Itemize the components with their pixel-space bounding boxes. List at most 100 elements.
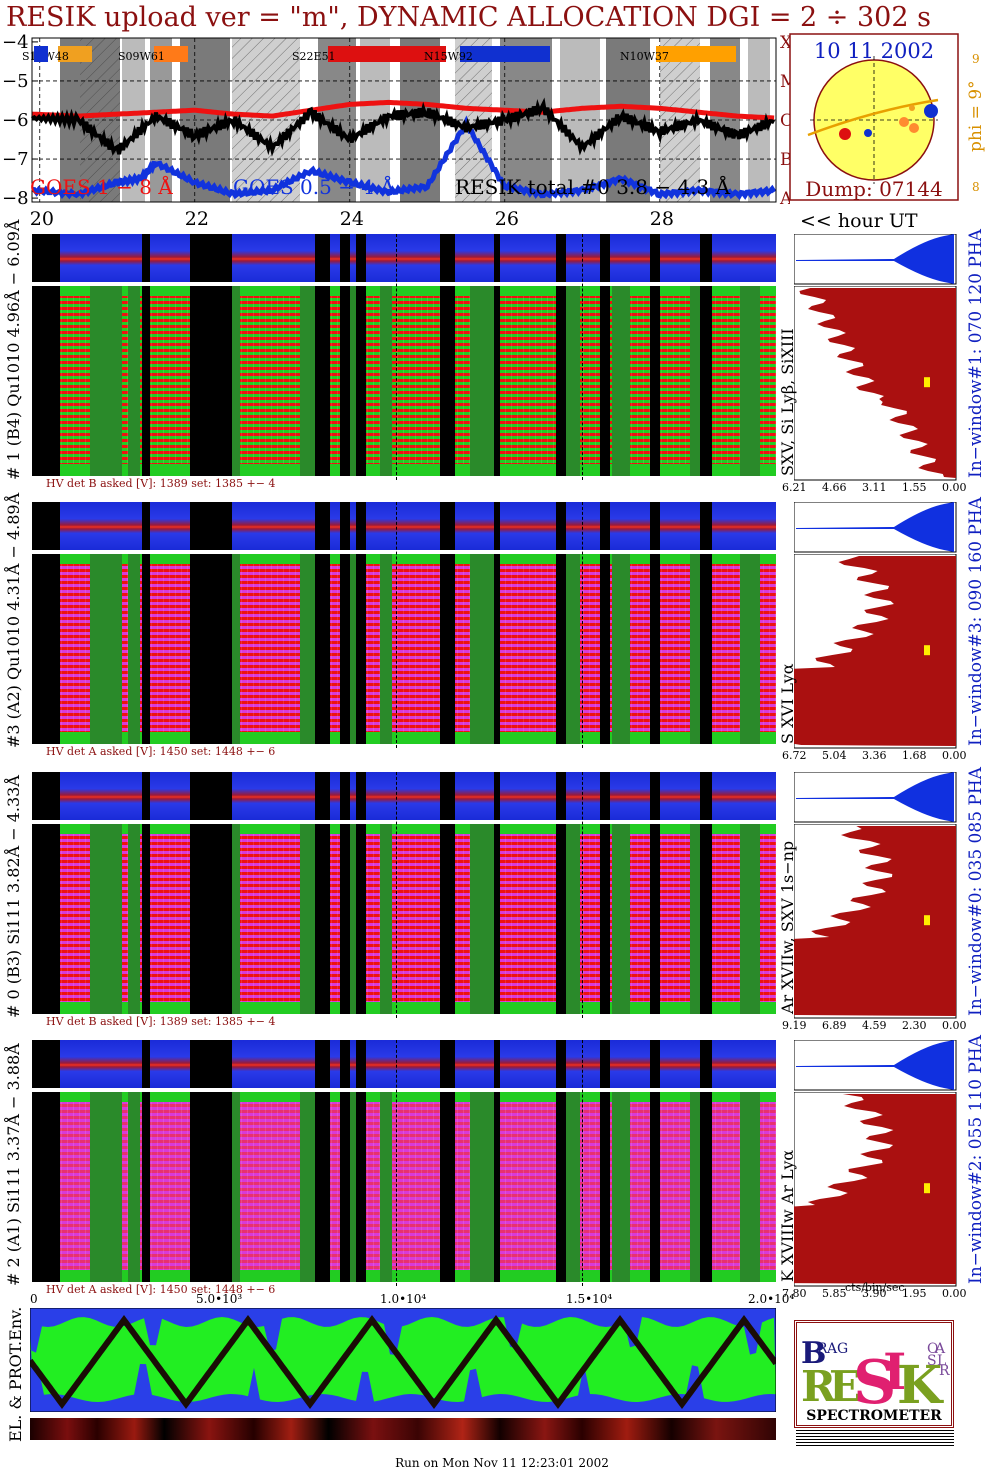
region-label: S22E51 — [292, 50, 336, 63]
hour-gridline — [396, 1040, 398, 1286]
phi-min: 8 — [972, 180, 980, 194]
hist-tick-label: 9.19 — [782, 1019, 807, 1032]
data-gap — [556, 772, 566, 820]
region-marker — [864, 129, 872, 137]
low-count-column — [90, 1092, 122, 1282]
data-gap — [440, 824, 455, 1014]
data-gap — [356, 286, 366, 476]
low-count-column — [690, 824, 702, 1014]
data-gap — [315, 554, 330, 744]
data-gap — [600, 554, 610, 744]
low-count-column — [470, 554, 494, 744]
pha-window-label: In−window#3: 090 160 PHA — [966, 497, 986, 746]
pha-histogram — [794, 772, 957, 823]
low-count-column — [350, 824, 360, 1014]
low-count-column — [612, 554, 630, 744]
time-axis-unit: << hour UT — [800, 210, 918, 232]
data-gap — [600, 1040, 610, 1088]
run-timestamp: Run on Mon Nov 11 12:23:01 2002 — [395, 1456, 609, 1470]
low-count-column — [350, 1092, 360, 1282]
data-gap — [650, 824, 660, 1014]
y-tick-label: −5 — [2, 71, 29, 92]
data-gap — [190, 772, 232, 820]
svg-text:A: A — [826, 1341, 838, 1357]
low-count-column — [128, 554, 140, 744]
data-gap — [340, 234, 350, 282]
data-gap — [494, 1092, 500, 1282]
region-label: S09W61 — [118, 50, 165, 63]
data-gap — [700, 554, 712, 744]
low-count-column — [300, 824, 318, 1014]
legend-resik-total: RESIK total #0 3.8 − 4.3 Å — [455, 175, 731, 199]
channel-label: # 1 (B4) Qu1010 4.96Å − 6.09Å — [4, 219, 23, 480]
data-gap — [356, 1092, 366, 1282]
y-tick-label: −4 — [2, 32, 29, 53]
svg-text:L: L — [937, 1353, 946, 1369]
data-gap — [650, 554, 660, 744]
region-swatch — [58, 46, 92, 62]
series-line — [30, 97, 776, 157]
svg-text:B: B — [801, 1336, 826, 1371]
hist-tick-label: 1.68 — [902, 749, 927, 762]
data-gap — [600, 772, 610, 820]
data-gap — [650, 1092, 660, 1282]
region-swatch — [154, 46, 188, 62]
data-gap — [494, 772, 500, 820]
intensity-histogram — [794, 286, 957, 481]
svg-text:R: R — [817, 1341, 828, 1357]
channel-label: # 2 (A1) Si111 3.37Å − 3.88Å — [4, 1043, 23, 1286]
data-gap — [356, 824, 366, 1014]
hist-tick-label: 6.89 — [822, 1019, 847, 1032]
svg-text:K: K — [897, 1355, 944, 1416]
low-count-column — [380, 1092, 392, 1282]
low-count-column — [128, 824, 140, 1014]
low-count-column — [470, 824, 494, 1014]
y-tick-label: −8 — [2, 188, 29, 209]
data-gap — [494, 234, 500, 282]
data-gap — [556, 234, 566, 282]
hist-tick-label: 6.72 — [782, 749, 807, 762]
phi-max: 9 — [972, 52, 980, 66]
hour-gridline — [582, 234, 584, 480]
low-count-column — [300, 286, 318, 476]
hist-tick-label: 4.59 — [862, 1019, 887, 1032]
hv-status: HV det A asked [V]: 1450 set: 1448 +− 6 — [46, 1283, 276, 1296]
data-gap — [190, 1092, 232, 1282]
channel-label: #3 (A2) Qu1010 4.31Å − 4.89Å — [4, 492, 23, 748]
low-count-column — [380, 286, 392, 476]
data-gap — [32, 502, 60, 550]
low-count-column — [740, 824, 760, 1014]
hist-tick-label: 3.90 — [862, 1287, 887, 1300]
intensity-histogram — [794, 554, 957, 749]
line-id-label: K XVIIIw Ar Lyα — [778, 1149, 797, 1282]
data-gap — [142, 1092, 150, 1282]
low-count-column — [470, 1092, 494, 1282]
data-gap — [650, 1040, 660, 1088]
svg-text:R: R — [801, 1362, 837, 1411]
particle-x-tick: 2.0•10⁴ — [748, 1292, 795, 1306]
data-gap — [494, 502, 500, 550]
hv-status: HV det B asked [V]: 1389 set: 1385 +− 4 — [46, 477, 276, 490]
data-gap — [556, 554, 566, 744]
data-gap — [340, 1040, 350, 1088]
hour-gridline — [396, 502, 398, 748]
legend-goes-long: GOES 1 − 8 Å — [30, 175, 173, 199]
svg-text:O: O — [927, 1341, 938, 1357]
data-gap — [142, 824, 150, 1014]
svg-text:G: G — [837, 1341, 848, 1357]
region-swatch — [460, 46, 550, 62]
data-gap — [650, 772, 660, 820]
data-gap — [32, 1040, 60, 1088]
region-marker — [909, 105, 915, 111]
data-gap — [700, 772, 712, 820]
data-gap — [340, 772, 350, 820]
goes-panel: −4−5−6−7−8 S13W48S09W61S22E51N15W92N10W3… — [2, 32, 790, 209]
data-gap — [356, 554, 366, 744]
low-count-column — [740, 554, 760, 744]
data-gap — [142, 1040, 150, 1088]
eclipse-band — [748, 38, 770, 202]
y-tick-label: −6 — [2, 110, 29, 131]
pha-histogram — [794, 502, 957, 553]
data-gap — [340, 286, 350, 476]
data-gap — [440, 772, 455, 820]
